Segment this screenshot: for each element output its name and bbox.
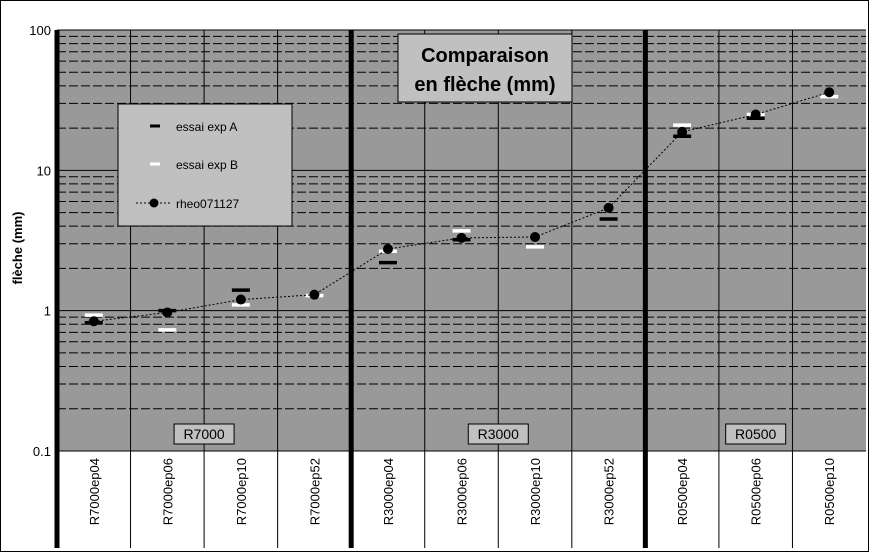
y-tick-label: 10 <box>37 163 51 178</box>
data-point-rheo071127 <box>88 316 99 327</box>
annotation-box: Comparaison en flèche (mm) <box>397 33 573 103</box>
y-tick-label: 1 <box>44 304 51 319</box>
legend-label-rheo071127: rheo071127 <box>176 197 239 211</box>
legend-label-essai-exp-b: essai exp B <box>176 158 238 172</box>
annotation-line-1: Comparaison <box>421 45 549 67</box>
legend-item-essai-exp-a: essai exp A <box>150 120 237 134</box>
legend-item-essai-exp-b: essai exp B <box>150 158 238 172</box>
annotation-line-2: en flèche (mm) <box>414 74 555 96</box>
group-label-text: R7000 <box>183 426 224 442</box>
data-point-rheo071127 <box>382 244 393 255</box>
data-point-rheo071127 <box>162 307 173 318</box>
legend-marker-rheo071127 <box>149 198 159 208</box>
data-point-rheo071127 <box>309 289 320 300</box>
group-label-box <box>173 423 235 445</box>
legend-frame <box>117 103 293 227</box>
x-tick-label: R3000ep04 <box>381 458 396 525</box>
data-point-rheo071127 <box>603 202 614 213</box>
y-axis-ticks: 0.1 1 10 100 <box>29 23 51 459</box>
legend-label-essai-exp-a: essai exp A <box>176 120 237 134</box>
group-label-text: R0500 <box>735 426 776 442</box>
group-dividers <box>54 30 648 548</box>
x-tick-label: R7000ep10 <box>234 458 249 525</box>
group-labels: R7000 R3000 R0500 <box>173 423 787 445</box>
data-point-rheo071127 <box>456 232 467 243</box>
series-rheo071127 <box>88 87 835 327</box>
x-tick-label: R7000ep06 <box>160 458 175 525</box>
x-tick-label: R7000ep04 <box>87 458 102 525</box>
y-tick-label: 0.1 <box>33 444 51 459</box>
legend: essai exp A essai exp B rheo071127 <box>117 103 293 227</box>
x-axis-ticks: R7000ep04 R7000ep06 R7000ep10 R7000ep52 R300… <box>87 458 837 525</box>
group-label-box <box>467 423 529 445</box>
x-tick-label: R0500ep06 <box>749 458 764 525</box>
y-tick-label: 100 <box>29 23 51 38</box>
annotation-box-frame <box>397 33 573 103</box>
data-point-rheo071127 <box>235 294 246 305</box>
x-tick-label: R3000ep06 <box>455 458 470 525</box>
y-axis-label: flèche (mm) <box>10 212 25 285</box>
group-label-r0500: R0500 <box>725 423 787 445</box>
x-tick-label: R0500ep04 <box>675 458 690 525</box>
data-point-rheo071127 <box>824 87 835 98</box>
series <box>84 87 839 332</box>
data-point-rheo071127 <box>677 126 688 137</box>
x-tick-label: R7000ep52 <box>307 458 322 525</box>
x-tick-label: R0500ep10 <box>822 458 837 525</box>
data-point-rheo071127 <box>530 231 541 242</box>
data-point-rheo071127 <box>750 109 761 120</box>
x-tick-label: R3000ep10 <box>528 458 543 525</box>
x-tick-label: R3000ep52 <box>602 458 617 525</box>
group-label-r7000: R7000 <box>173 423 235 445</box>
group-label-r3000: R3000 <box>467 423 529 445</box>
group-label-box <box>725 423 787 445</box>
legend-item-rheo071127: rheo071127 <box>136 197 239 211</box>
group-label-text: R3000 <box>478 426 519 442</box>
